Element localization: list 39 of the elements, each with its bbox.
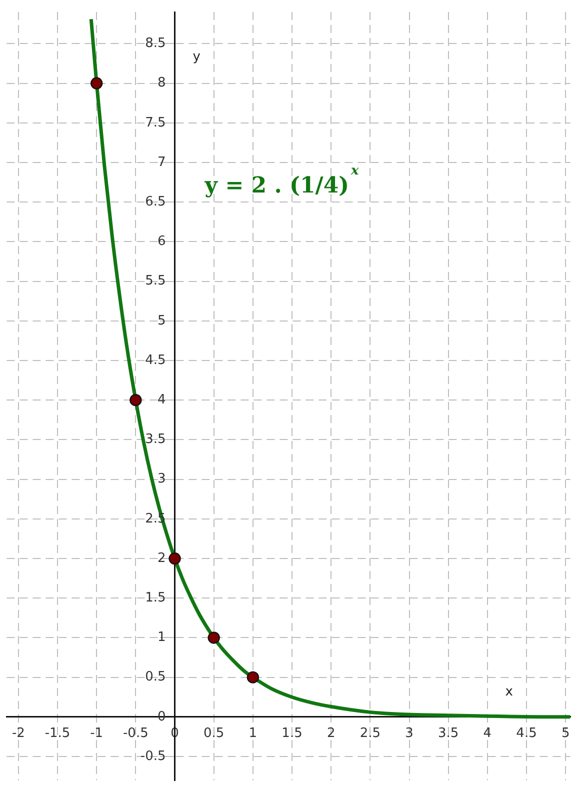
- point: [208, 632, 220, 644]
- x-tick-label: 4.5: [516, 726, 537, 742]
- x-tick-label: 1: [248, 726, 258, 742]
- y-tick-label: -0.5: [140, 748, 166, 764]
- point: [168, 552, 181, 565]
- y-tick-label: 5: [157, 313, 166, 328]
- x-tick-label: 3.5: [438, 726, 459, 742]
- y-tick-label: 1: [157, 630, 166, 646]
- x-axis-title: x: [505, 684, 514, 700]
- x-tick-label: 3: [405, 726, 414, 742]
- y-tick-label: 5.5: [145, 274, 166, 289]
- y-tick-label: 8.5: [145, 36, 166, 52]
- y-tick-label: 6: [157, 234, 166, 250]
- x-tick-label: 1.5: [282, 726, 302, 742]
- x-tick-label: -2: [12, 726, 25, 742]
- point: [130, 394, 142, 406]
- x-tick-label: 2: [326, 726, 336, 742]
- x-tick-label: 5: [561, 726, 570, 742]
- y-tick-label: 8: [157, 76, 166, 91]
- y-tick-label: 2: [157, 550, 166, 566]
- y-tick-label: 4: [157, 392, 166, 408]
- y-tick-label: 1.5: [145, 590, 166, 606]
- y-tick-label: 7: [157, 154, 166, 170]
- y-tick-label: 3: [157, 472, 166, 487]
- x-tick-label: 4: [483, 726, 492, 742]
- x-tick-label: -0.5: [122, 726, 148, 742]
- y-tick-label: 6.5: [145, 194, 166, 210]
- point: [246, 671, 260, 684]
- y-tick-label: 3.5: [145, 432, 166, 448]
- line-series: [89, 17, 570, 719]
- point: [90, 77, 103, 90]
- y-tick-label: 0.5: [145, 670, 166, 685]
- y-axis-title: y: [192, 49, 201, 64]
- y-tick-label: 4.5: [145, 352, 166, 368]
- x-tick-label: -1.5: [44, 726, 70, 742]
- x-tick-label: -1: [90, 726, 104, 742]
- y-tick-label: 7.5: [145, 115, 166, 130]
- x-tick-label: 0.5: [204, 726, 224, 742]
- x-tick-label: 2.5: [360, 726, 381, 742]
